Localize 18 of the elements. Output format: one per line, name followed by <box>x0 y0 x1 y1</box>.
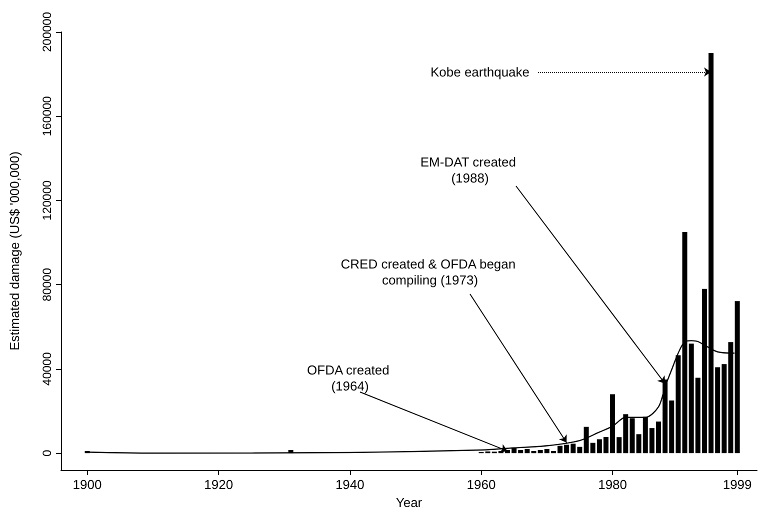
x-tick-label: 1960 <box>466 477 496 492</box>
x-tick-label: 1980 <box>598 477 628 492</box>
y-tick-label: 80000 <box>40 268 54 302</box>
annotation: OFDA created (1964) <box>307 362 393 394</box>
y-tick-label: 160000 <box>40 96 54 136</box>
y-tick-label: 200000 <box>40 12 54 52</box>
x-tick-label: 1940 <box>335 477 364 492</box>
x-axis-title: Year <box>396 495 423 510</box>
x-tick-label: 1920 <box>204 477 234 492</box>
x-tick-label: 1999 <box>722 477 752 492</box>
y-axis-title: Estimated damage (US$ '000,000) <box>7 151 22 351</box>
y-tick-label: 0 <box>40 450 54 456</box>
annotation: CRED created & OFDA began compiling (1973) <box>340 256 520 288</box>
y-tick-label: 120000 <box>40 180 54 220</box>
annotation: Kobe earthquake <box>430 64 530 80</box>
x-tick-label: 1900 <box>72 477 102 492</box>
y-tick-label: 40000 <box>40 352 54 386</box>
annotation: EM-DAT created (1988) <box>420 154 520 186</box>
